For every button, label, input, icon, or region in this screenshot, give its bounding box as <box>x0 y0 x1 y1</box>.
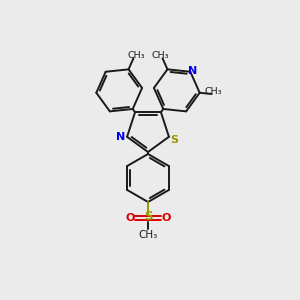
Text: O: O <box>161 213 171 223</box>
Text: N: N <box>188 66 197 76</box>
Text: CH₃: CH₃ <box>152 51 169 60</box>
Text: N: N <box>116 132 126 142</box>
Text: CH₃: CH₃ <box>138 230 158 240</box>
Text: S: S <box>170 135 178 145</box>
Text: CH₃: CH₃ <box>128 51 145 60</box>
Text: CH₃: CH₃ <box>205 86 222 95</box>
Text: S: S <box>144 211 152 224</box>
Text: O: O <box>125 213 135 223</box>
